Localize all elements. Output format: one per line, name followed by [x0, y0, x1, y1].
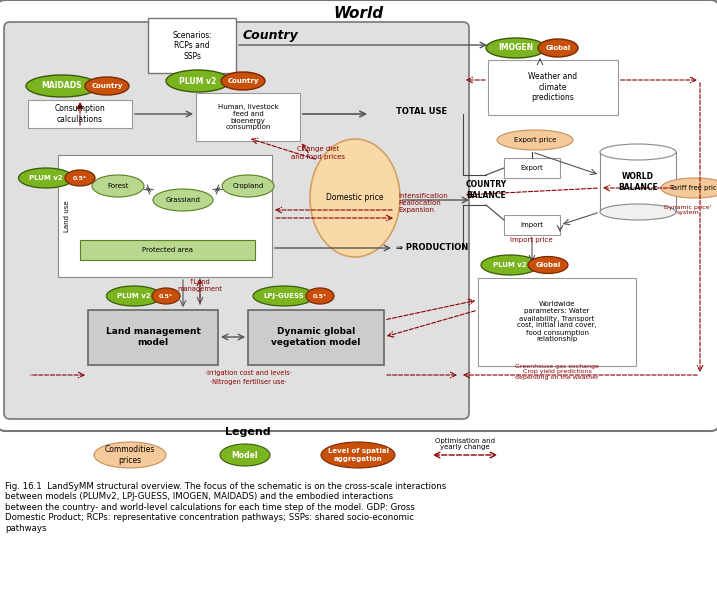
Ellipse shape: [481, 255, 539, 275]
Text: Country: Country: [227, 78, 259, 84]
Bar: [504, 215, 560, 235]
Ellipse shape: [65, 170, 95, 186]
Text: Import price: Import price: [510, 237, 553, 243]
Ellipse shape: [497, 130, 573, 150]
Bar: [58, 155, 272, 277]
Bar: [504, 158, 560, 178]
Text: PLUM v2: PLUM v2: [117, 293, 151, 299]
Ellipse shape: [26, 75, 98, 97]
Bar: [478, 278, 636, 366]
Ellipse shape: [310, 139, 400, 257]
Text: Cropland: Cropland: [232, 183, 264, 189]
Ellipse shape: [152, 288, 180, 304]
Text: Global: Global: [536, 262, 561, 268]
Text: Country: Country: [91, 83, 123, 89]
Bar: [248, 310, 384, 365]
Text: Global: Global: [546, 45, 571, 51]
Ellipse shape: [153, 189, 213, 211]
Text: Country: Country: [242, 28, 298, 41]
Text: Change diet
and food prices: Change diet and food prices: [291, 147, 345, 160]
Ellipse shape: [486, 38, 546, 58]
Bar: [196, 93, 300, 141]
Text: ↑Land
management: ↑Land management: [178, 278, 222, 291]
Ellipse shape: [661, 178, 717, 198]
Text: ·Irrigation cost and levels·: ·Irrigation cost and levels·: [204, 370, 291, 376]
Ellipse shape: [166, 70, 230, 92]
Text: Weather and
climate
predictions: Weather and climate predictions: [528, 72, 578, 102]
Text: Model: Model: [232, 450, 258, 459]
Bar: [600, 152, 676, 212]
Text: Fig. 16.1  LandSyMM structural overview. The focus of the schematic is on the cr: Fig. 16.1 LandSyMM structural overview. …: [5, 482, 446, 532]
Ellipse shape: [222, 175, 274, 197]
Text: ·Nitrogen fertiliser use·: ·Nitrogen fertiliser use·: [209, 379, 286, 385]
Ellipse shape: [306, 288, 334, 304]
Text: Dynamic price'
system: Dynamic price' system: [664, 204, 712, 215]
Text: Scenarios:
RCPs and
SSPs: Scenarios: RCPs and SSPs: [172, 31, 212, 61]
Ellipse shape: [221, 72, 265, 90]
Ellipse shape: [528, 256, 568, 274]
Bar: [148, 18, 236, 73]
Ellipse shape: [220, 444, 270, 466]
Ellipse shape: [92, 175, 144, 197]
Bar: [28, 100, 132, 128]
Text: Greenhouse gas exchange
Crop yield predictions
depending on the weather: Greenhouse gas exchange Crop yield predi…: [515, 363, 599, 380]
Text: Human, livestock
feed and
bioenergy
consumption: Human, livestock feed and bioenergy cons…: [218, 103, 278, 131]
Text: LPJ-GUESS: LPJ-GUESS: [264, 293, 304, 299]
Text: Worldwide
parameters: Water
availability, Transport
cost, initial land cover,
fo: Worldwide parameters: Water availability…: [517, 301, 597, 343]
Text: PLUM v2: PLUM v2: [29, 175, 63, 181]
Ellipse shape: [600, 144, 676, 160]
FancyBboxPatch shape: [0, 0, 717, 431]
Text: MAIDADS: MAIDADS: [42, 82, 82, 90]
Text: Consumption
calculations: Consumption calculations: [54, 104, 105, 124]
Text: World: World: [333, 7, 383, 21]
Text: PLUM v2: PLUM v2: [493, 262, 527, 268]
Text: Domestic price: Domestic price: [326, 193, 384, 203]
Text: Land use: Land use: [64, 200, 70, 232]
Text: Export: Export: [521, 165, 543, 171]
Text: 0.5°: 0.5°: [73, 176, 87, 180]
Text: Optimisation and
yearly change: Optimisation and yearly change: [435, 437, 495, 450]
Ellipse shape: [321, 442, 395, 468]
Text: COUNTRY
BALANCE: COUNTRY BALANCE: [465, 180, 507, 200]
Text: WORLD
BALANCE: WORLD BALANCE: [618, 173, 658, 191]
Text: Export price: Export price: [514, 137, 556, 143]
Text: Dynamic global
vegetation model: Dynamic global vegetation model: [271, 327, 361, 347]
Ellipse shape: [107, 286, 161, 306]
Text: Tariff free price: Tariff free price: [670, 185, 717, 191]
Text: PLUM v2: PLUM v2: [179, 76, 217, 86]
Text: ⇒ PRODUCTION: ⇒ PRODUCTION: [396, 243, 468, 252]
Ellipse shape: [94, 442, 166, 468]
Text: Intensification
Reallocation
Expansion: Intensification Reallocation Expansion: [398, 193, 447, 213]
Text: Forest: Forest: [108, 183, 128, 189]
Text: Level of spatial
aggregation: Level of spatial aggregation: [328, 449, 389, 462]
Ellipse shape: [600, 204, 676, 220]
Text: TOTAL USE: TOTAL USE: [396, 108, 447, 116]
Text: Land management
model: Land management model: [105, 327, 201, 347]
Text: 0.5°: 0.5°: [159, 294, 173, 298]
Bar: [488, 60, 618, 115]
FancyBboxPatch shape: [4, 22, 469, 419]
Text: Commodities
prices: Commodities prices: [105, 445, 155, 465]
Ellipse shape: [85, 77, 129, 95]
Text: Grassland: Grassland: [166, 197, 201, 203]
Text: Legend: Legend: [225, 427, 271, 437]
Text: 0.5°: 0.5°: [313, 294, 327, 298]
Bar: [88, 310, 218, 365]
Text: Import: Import: [521, 222, 543, 228]
Ellipse shape: [538, 39, 578, 57]
Text: Protected area: Protected area: [141, 247, 192, 253]
Ellipse shape: [19, 168, 74, 188]
Text: IMOGEN: IMOGEN: [498, 44, 533, 53]
Ellipse shape: [253, 286, 315, 306]
Bar: [80, 240, 255, 260]
